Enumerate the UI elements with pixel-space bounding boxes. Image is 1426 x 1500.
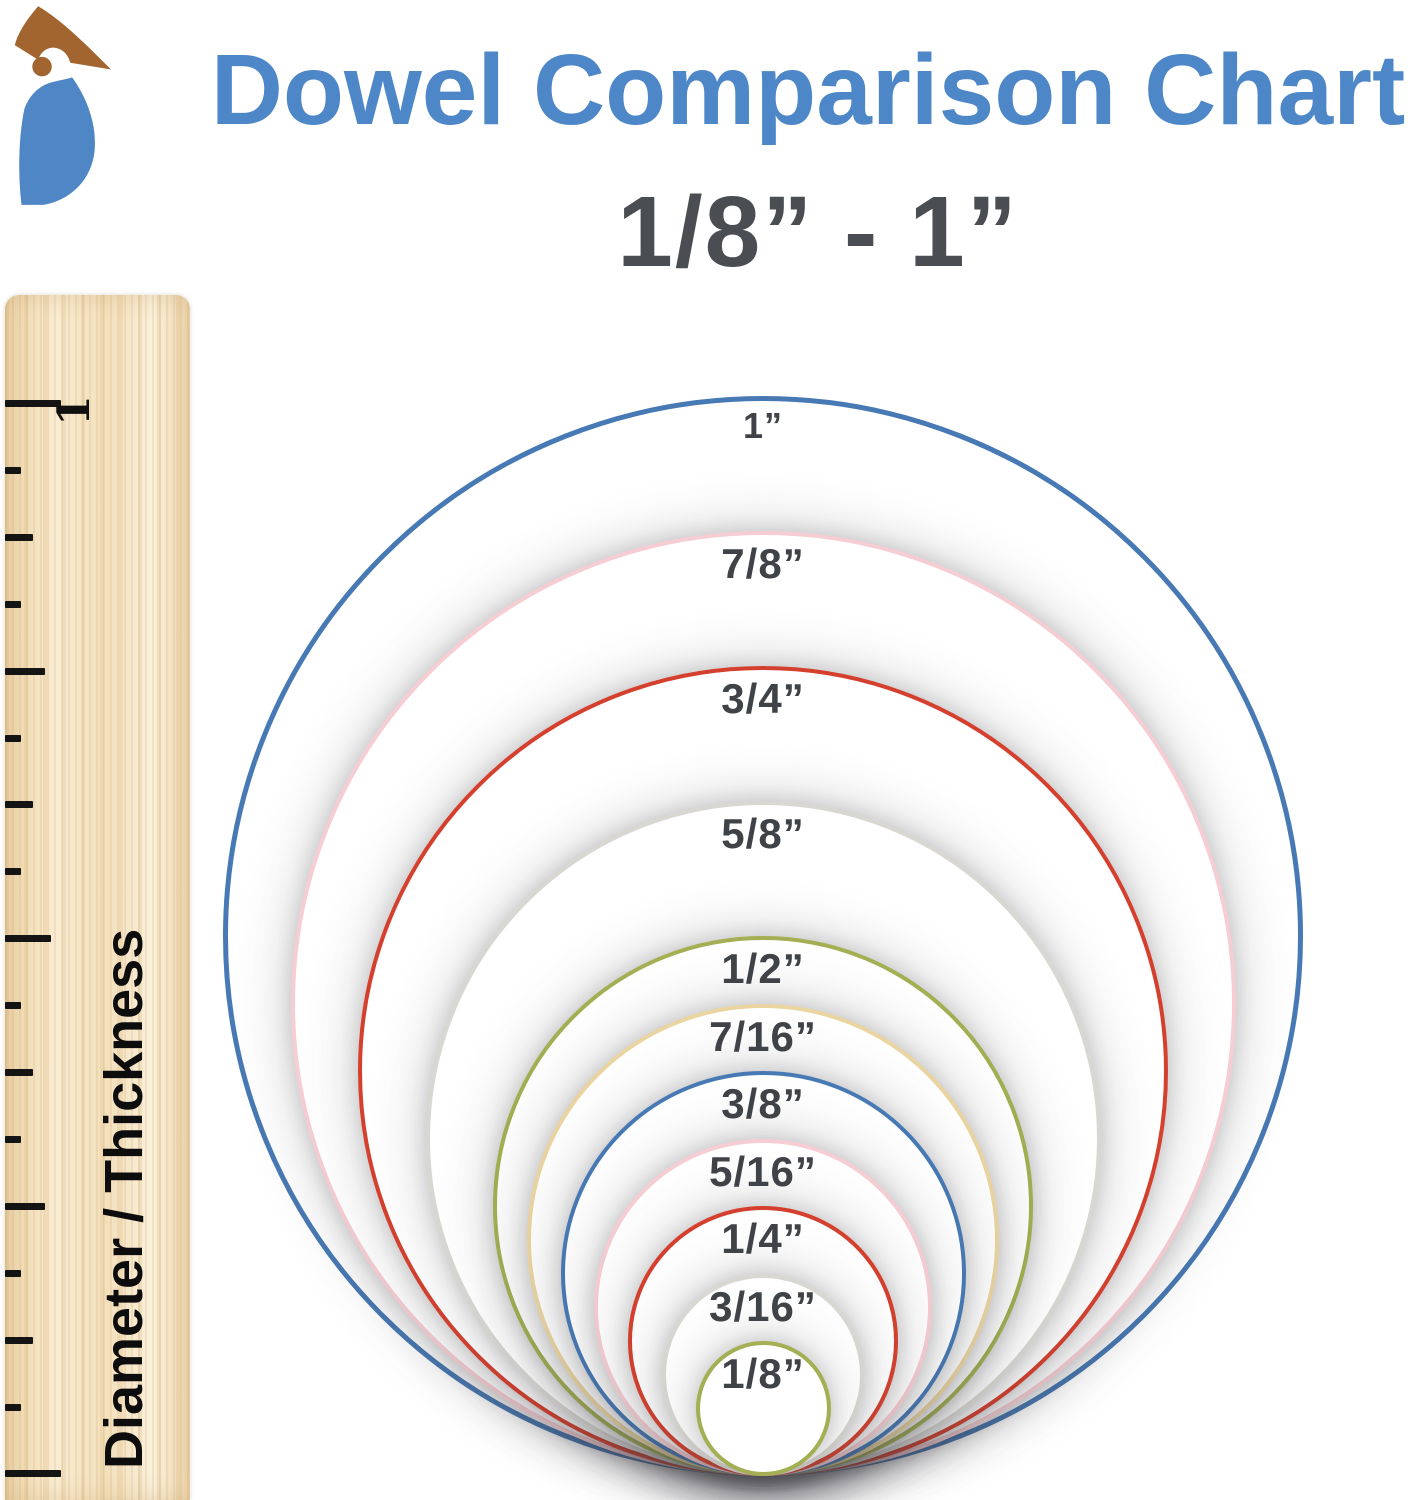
ruler-tick <box>5 735 21 742</box>
ruler-tick <box>5 1203 45 1210</box>
ruler-tick <box>5 1470 61 1477</box>
ruler-tick <box>5 1069 33 1076</box>
ruler-tick <box>5 400 61 407</box>
dowel-label-5-8in: 5/8” <box>721 810 805 857</box>
ruler-tick <box>5 801 33 808</box>
dowel-label-7-8in: 7/8” <box>721 540 805 587</box>
ruler-tick <box>5 1270 21 1277</box>
page-title: Dowel Comparison Chart <box>210 34 1406 146</box>
ruler-tick <box>5 601 21 608</box>
dowel-circle-1-8in <box>695 1341 831 1476</box>
dowel-label-3-8in: 3/8” <box>721 1080 805 1127</box>
ruler-tick <box>5 868 21 875</box>
logo-body <box>19 77 95 205</box>
dowel-label-1in: 1” <box>742 405 784 446</box>
dowel-label-7-16in: 7/16” <box>709 1012 817 1060</box>
dowel-label-3-4in: 3/4” <box>721 675 805 722</box>
dowel-label-5-16in: 5/16” <box>709 1147 817 1195</box>
woodpecker-logo-icon <box>14 6 112 205</box>
ruler-tick <box>5 467 21 474</box>
ruler-tick <box>5 668 45 675</box>
dowel-label-1-4in: 1/4” <box>721 1215 805 1262</box>
ruler-tick <box>5 1337 33 1344</box>
logo-eye <box>32 56 52 77</box>
ruler-tick <box>5 534 33 541</box>
ruler-tick <box>5 1136 21 1143</box>
dowel-label-3-16in: 3/16” <box>709 1282 817 1330</box>
ruler-tick <box>5 935 51 942</box>
ruler-axis-label: Diameter / Thickness <box>94 928 154 1469</box>
ruler-tick <box>5 1404 21 1411</box>
logo-crest <box>14 6 112 70</box>
ruler: 1 Diameter / Thickness <box>5 295 190 1500</box>
dowel-label-1-2in: 1/2” <box>721 945 805 992</box>
dowel-label-1-8in: 1/8” <box>721 1350 805 1397</box>
page-subtitle: 1/8” - 1” <box>617 176 1019 288</box>
ruler-tick <box>5 1002 21 1009</box>
